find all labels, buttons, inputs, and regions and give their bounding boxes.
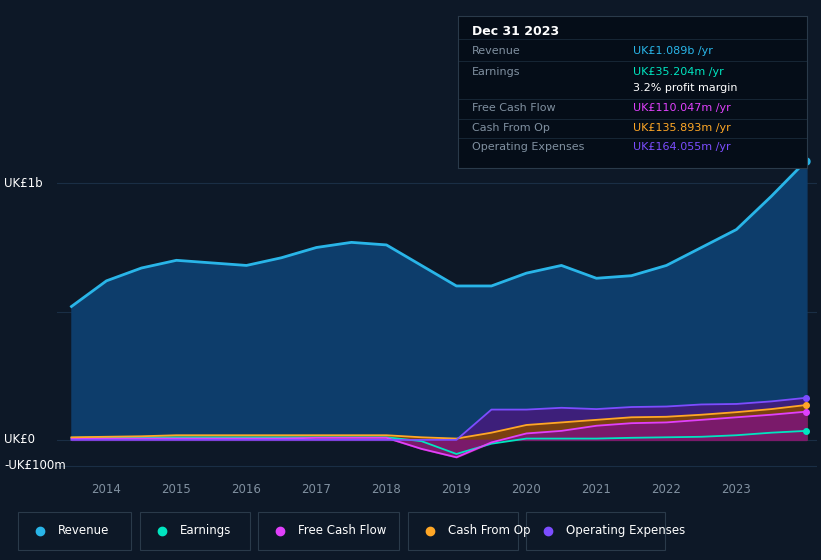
- Text: Cash From Op: Cash From Op: [472, 123, 550, 133]
- FancyBboxPatch shape: [18, 512, 131, 550]
- Text: 3.2% profit margin: 3.2% profit margin: [633, 83, 737, 93]
- Text: UK£110.047m /yr: UK£110.047m /yr: [633, 103, 731, 113]
- Text: Earnings: Earnings: [472, 67, 521, 77]
- FancyBboxPatch shape: [259, 512, 400, 550]
- FancyBboxPatch shape: [408, 512, 518, 550]
- Text: Earnings: Earnings: [180, 524, 231, 537]
- Text: Revenue: Revenue: [472, 46, 521, 55]
- FancyBboxPatch shape: [526, 512, 665, 550]
- Text: -UK£100m: -UK£100m: [4, 459, 66, 472]
- Text: Revenue: Revenue: [57, 524, 108, 537]
- Text: Operating Expenses: Operating Expenses: [472, 142, 585, 152]
- Text: UK£135.893m /yr: UK£135.893m /yr: [633, 123, 731, 133]
- Text: UK£0: UK£0: [4, 433, 35, 446]
- FancyBboxPatch shape: [140, 512, 250, 550]
- Text: Cash From Op: Cash From Op: [447, 524, 530, 537]
- Text: Dec 31 2023: Dec 31 2023: [472, 25, 559, 38]
- Text: UK£1b: UK£1b: [4, 177, 43, 190]
- Text: UK£1.089b /yr: UK£1.089b /yr: [633, 46, 713, 55]
- Text: Free Cash Flow: Free Cash Flow: [298, 524, 386, 537]
- Text: Free Cash Flow: Free Cash Flow: [472, 103, 556, 113]
- Text: Operating Expenses: Operating Expenses: [566, 524, 685, 537]
- Text: UK£164.055m /yr: UK£164.055m /yr: [633, 142, 730, 152]
- Text: UK£35.204m /yr: UK£35.204m /yr: [633, 67, 723, 77]
